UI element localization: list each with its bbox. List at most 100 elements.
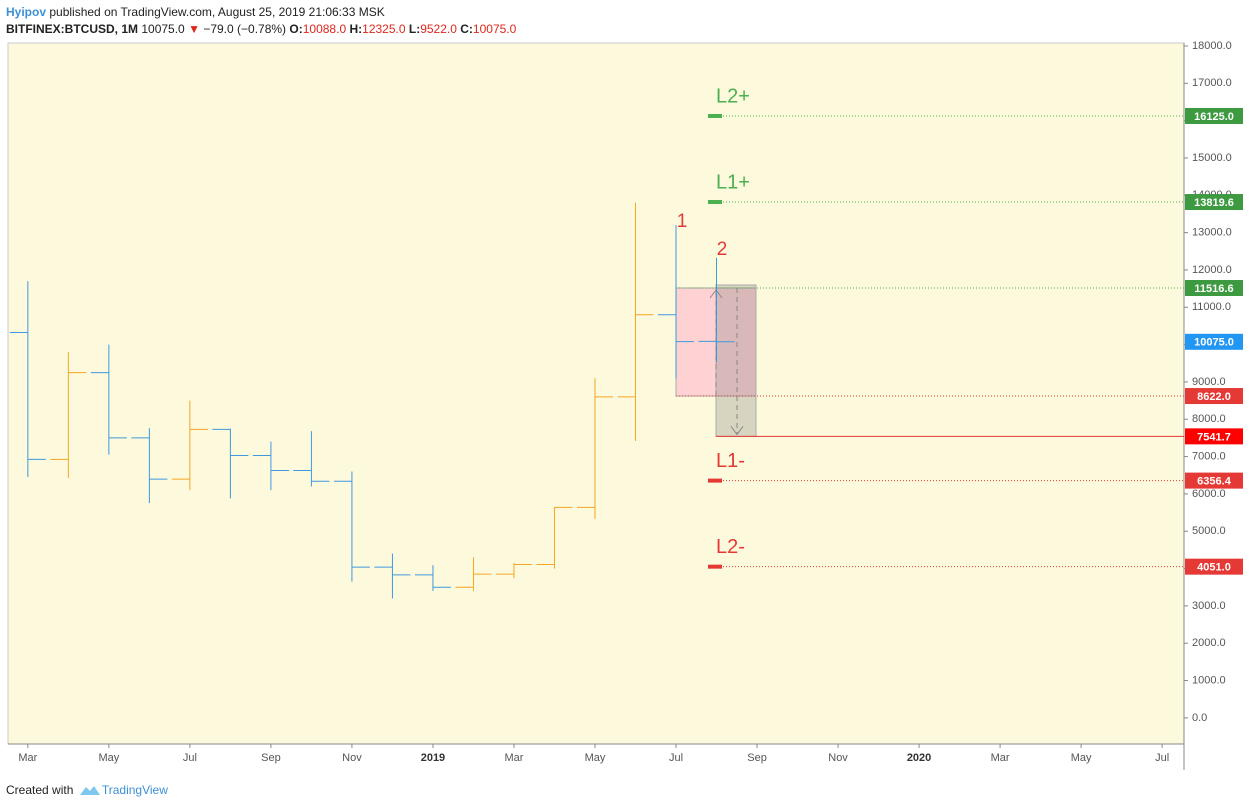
arrow-head (730, 426, 744, 436)
level-stub (708, 200, 722, 205)
x-tick-label: Nov (342, 752, 362, 764)
ohlc-bar (698, 257, 735, 363)
last: 10075.0 (141, 22, 185, 36)
symbol: BITFINEX:BTCUSD, 1M (6, 22, 138, 36)
footer: Created with TradingView (6, 782, 168, 797)
last-price-box (1185, 333, 1243, 350)
ohlc-key: O: (289, 22, 303, 36)
last-price-label: 10075.0 (1194, 337, 1234, 349)
price-box (1185, 279, 1243, 296)
y-tick-label: 1000.0 (1192, 674, 1226, 686)
price-label: 7541.7 (1197, 431, 1231, 443)
price-box (1185, 194, 1243, 211)
price-label: 4051.0 (1197, 562, 1231, 574)
y-tick-label: 5000.0 (1192, 525, 1226, 537)
annotation: 1 (677, 211, 688, 232)
y-tick-label: 17000.0 (1192, 77, 1232, 89)
annotation: 2 (717, 239, 728, 260)
x-tick-label: Jul (1155, 752, 1169, 764)
ohlc-bar (131, 428, 168, 504)
y-tick-label: 2000.0 (1192, 637, 1226, 649)
ohlc-bar (9, 281, 46, 478)
ohlc-key: C: (460, 22, 473, 36)
y-tick-label: 9000.0 (1192, 376, 1226, 388)
x-tick-label: Mar (504, 752, 523, 764)
x-tick-label: Sep (747, 752, 767, 764)
brand: TradingView (101, 783, 168, 797)
level-name: L1+ (716, 171, 750, 193)
x-tick-label: Jul (669, 752, 683, 764)
ohlc-bar (374, 553, 411, 599)
y-tick-label: 13000.0 (1192, 227, 1232, 239)
ohlc-value: 10075.0 (472, 22, 517, 36)
price-label: 13819.6 (1194, 197, 1234, 209)
ohlc-bar (536, 506, 573, 569)
y-tick-label: 18000.0 (1192, 40, 1232, 52)
x-tick-label: Nov (828, 752, 848, 764)
ohlc-bar (50, 352, 87, 478)
ohlc-bar (414, 565, 451, 591)
ohlc-bar (212, 428, 249, 499)
ohlc-key: L: (408, 22, 421, 36)
y-tick-label: 7000.0 (1192, 450, 1226, 462)
x-tick-label: 2020 (907, 752, 931, 764)
ohlc-bar (658, 225, 695, 379)
x-tick-label: Jul (183, 752, 197, 764)
ohlc-bar (576, 378, 613, 519)
logo (79, 786, 100, 795)
ohlc-bar (252, 441, 289, 491)
x-tick-label: Mar (991, 752, 1010, 764)
publish-line: Hyipov published on TradingView.com, Aug… (6, 4, 516, 21)
ohlc-bar (293, 431, 330, 487)
price-label: 16125.0 (1194, 111, 1234, 123)
x-tick-label: May (1071, 752, 1092, 764)
y-tick-label: 12000.0 (1192, 264, 1232, 276)
y-tick-label: 11000.0 (1192, 301, 1231, 313)
price-box (1185, 472, 1243, 489)
price-box (1185, 558, 1243, 575)
x-tick-label: May (585, 752, 606, 764)
ohlc-value: 10088.0 (302, 22, 347, 36)
symbol-line: BITFINEX:BTCUSD, 1M 10075.0 ▼ −79.0 (−0.… (6, 21, 516, 38)
x-tick-label: May (98, 752, 119, 764)
arrow-head (709, 289, 723, 299)
level-stub (708, 113, 722, 118)
ohlc-key: H: (349, 22, 363, 36)
y-tick-label: 3000.0 (1192, 600, 1226, 612)
price-label: 11516.6 (1194, 283, 1233, 295)
x-tick-label: 2019 (421, 752, 445, 764)
y-tick-label: 0.0 (1192, 712, 1207, 724)
ohlc-bar (171, 400, 208, 491)
level-stub (708, 478, 722, 483)
author[interactable]: Hyipov (6, 5, 47, 19)
ohlc-bar (455, 557, 492, 591)
plot-background (7, 42, 1185, 745)
ohlc-bar (617, 202, 654, 441)
change-arrow: ▼ (188, 22, 200, 36)
price-box (1185, 107, 1243, 124)
level-name: L1- (716, 450, 745, 472)
y-tick-label: 8000.0 (1192, 413, 1226, 425)
x-tick-label: Sep (261, 752, 281, 764)
target-box (715, 284, 757, 437)
change: −79.0 (−0.78%) (203, 22, 287, 36)
ohlc-value: 12325.0 (362, 22, 406, 36)
level-stub (708, 564, 722, 569)
price-label: 6356.4 (1197, 476, 1232, 488)
created: Created with (6, 783, 74, 797)
header: Hyipov published on TradingView.com, Aug… (6, 4, 516, 38)
ohlc-bar (333, 471, 370, 582)
price-box (1185, 388, 1243, 405)
ohlc-value: 9522.0 (420, 22, 457, 36)
ohlc-bar (90, 344, 127, 455)
y-tick-label: 6000.0 (1192, 488, 1226, 500)
x-tick-label: Mar (18, 752, 37, 764)
y-tick-label: 15000.0 (1192, 152, 1232, 164)
price-box (1185, 428, 1243, 445)
ohlc-bar (495, 562, 532, 579)
level-name: L2+ (716, 85, 750, 107)
level-name: L2- (716, 536, 745, 558)
price-label: 8622.0 (1197, 391, 1231, 403)
